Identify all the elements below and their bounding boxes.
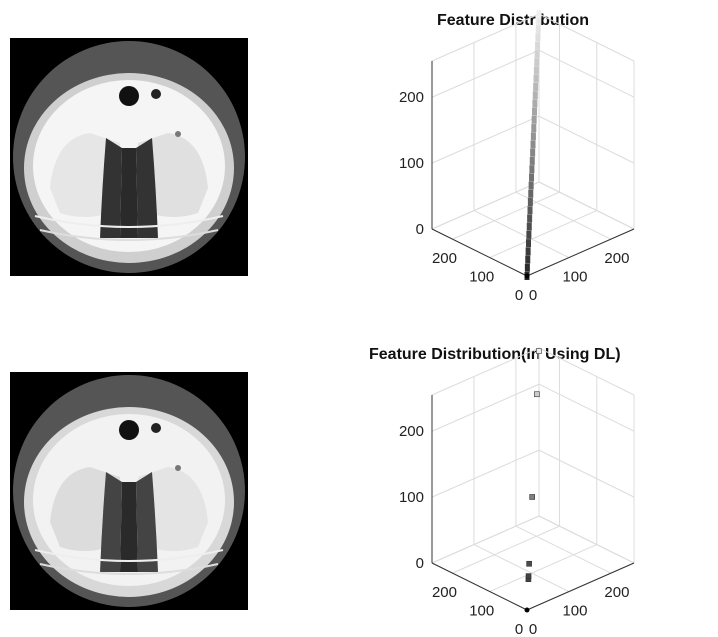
y-tick-label: 0 xyxy=(515,287,523,304)
y-axis xyxy=(431,562,528,611)
data-point xyxy=(525,573,532,579)
grid-line xyxy=(473,210,570,259)
grid-line xyxy=(431,49,540,98)
grid-line xyxy=(473,544,570,593)
data-point xyxy=(534,391,540,398)
x-axis xyxy=(526,562,635,611)
grid-line xyxy=(431,115,540,164)
data-point xyxy=(529,156,535,165)
grid-line xyxy=(431,181,540,230)
box-edge xyxy=(431,515,540,564)
grid-line xyxy=(538,115,635,164)
data-point xyxy=(527,198,533,207)
grid-line xyxy=(452,525,560,574)
data-point xyxy=(532,107,538,116)
x-tick-label: 200 xyxy=(604,250,629,267)
chart-title-1: Feature Distribution xyxy=(437,12,590,29)
data-point xyxy=(534,58,540,67)
grid-line xyxy=(538,181,635,230)
x-tick-label: 200 xyxy=(604,584,629,601)
z-tick-label: 100 xyxy=(399,489,424,506)
box-edge xyxy=(538,515,635,564)
data-point xyxy=(530,132,536,141)
z-tick-label: 100 xyxy=(399,155,424,172)
grid-line xyxy=(452,191,560,240)
grid-line xyxy=(431,383,540,432)
ct-scan-original xyxy=(10,38,248,276)
data-point xyxy=(533,82,539,91)
grid-line xyxy=(538,49,635,98)
y-tick-label: 0 xyxy=(515,621,523,637)
origin-marker xyxy=(524,607,530,613)
grid-line xyxy=(515,191,612,240)
z-tick-label: 200 xyxy=(399,423,424,440)
ct-scan-processed xyxy=(10,372,248,610)
plot-2: 0 100 200 0 100 200 0 100 200 xyxy=(399,347,635,637)
grid-line xyxy=(489,544,597,593)
data-point xyxy=(525,247,531,256)
box-edge xyxy=(538,181,635,230)
data-point xyxy=(526,222,532,231)
plot-1: 0 100 200 0 100 200 0 100 200 xyxy=(399,10,635,304)
data-point xyxy=(527,206,533,215)
data-point xyxy=(525,255,531,264)
data-point xyxy=(527,214,533,223)
data-point xyxy=(529,173,535,182)
data-point xyxy=(528,181,534,190)
data-point xyxy=(532,99,538,108)
z-tick-label: 0 xyxy=(416,221,424,238)
data-point xyxy=(531,115,537,124)
data-point xyxy=(533,74,539,83)
data-point xyxy=(529,494,535,500)
data-point xyxy=(535,33,541,42)
grid-line xyxy=(526,228,635,277)
grid-line xyxy=(515,525,612,574)
data-point xyxy=(530,140,536,149)
y-tick-label: 100 xyxy=(469,603,494,620)
box-edge xyxy=(431,181,540,230)
data-point xyxy=(531,124,537,133)
grid-line xyxy=(489,210,597,259)
data-point xyxy=(526,560,532,567)
data-point xyxy=(529,165,535,174)
data-point xyxy=(524,263,530,272)
grid-line xyxy=(526,562,635,611)
grid-line xyxy=(431,228,528,277)
y-axis xyxy=(431,228,528,277)
y-tick-label: 100 xyxy=(469,269,494,286)
chart-title-2: Feature Distribution(In Using DL) xyxy=(369,346,621,363)
grid-line xyxy=(431,515,540,564)
data-point xyxy=(524,272,530,280)
z-tick-label: 200 xyxy=(399,89,424,106)
data-point xyxy=(526,239,532,248)
grid-line xyxy=(431,562,528,611)
grid-line xyxy=(538,515,635,564)
data-point xyxy=(526,230,532,239)
y-tick-label: 200 xyxy=(432,584,457,601)
origin-marker xyxy=(524,273,530,279)
z-tick-label: 0 xyxy=(416,555,424,572)
data-point xyxy=(535,41,541,50)
grid-line xyxy=(538,449,635,498)
x-tick-label: 0 xyxy=(529,287,537,304)
data-point xyxy=(525,576,532,582)
x-tick-label: 100 xyxy=(562,603,587,620)
x-axis xyxy=(526,228,635,277)
data-point xyxy=(532,91,538,100)
data-point xyxy=(528,189,534,198)
x-tick-label: 100 xyxy=(562,269,587,286)
grid-line xyxy=(538,383,635,432)
data-point xyxy=(530,148,536,157)
grid-line xyxy=(431,449,540,498)
y-tick-label: 200 xyxy=(432,250,457,267)
data-point xyxy=(534,50,540,59)
data-point xyxy=(533,66,539,75)
x-tick-label: 0 xyxy=(529,621,537,637)
